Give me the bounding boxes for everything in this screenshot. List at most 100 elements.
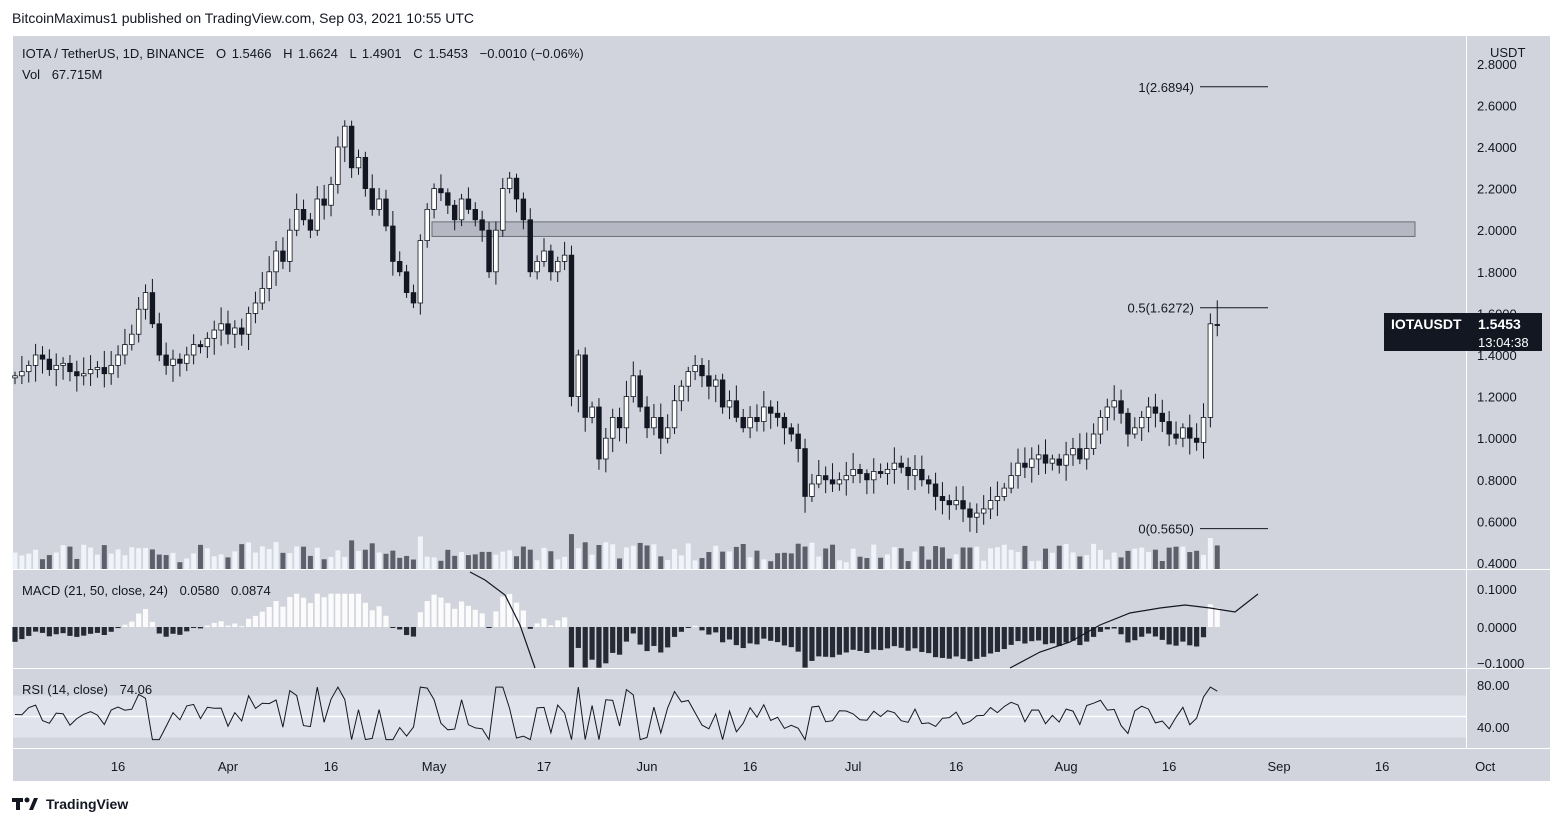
macd-histogram-bar: [410, 627, 417, 637]
macd-histogram-bar: [493, 611, 499, 627]
price-tick-label: 2.4000: [1477, 140, 1517, 155]
candle-body: [761, 406, 767, 422]
volume-bar: [967, 547, 973, 569]
macd-histogram-bar: [369, 610, 375, 627]
time-tick-label: 16: [1375, 759, 1389, 774]
candle-body: [438, 188, 444, 194]
symbol-tag-price: 1.5453: [1478, 316, 1521, 332]
volume-bar: [651, 544, 657, 569]
volume-bar: [404, 555, 410, 569]
symbol-price-tag[interactable]: IOTAUSDT 1.5453 13:04:38: [1384, 313, 1542, 351]
candle-body: [1187, 427, 1193, 439]
volume-bar: [1159, 561, 1165, 569]
volume-bar: [493, 554, 499, 569]
macd-histogram-bar: [349, 593, 355, 627]
candle-body: [960, 500, 966, 510]
macd-histogram-bar: [479, 613, 485, 627]
volume-bar: [459, 552, 465, 569]
macd-histogram-bar: [678, 627, 684, 632]
volume-bar: [1201, 554, 1207, 569]
macd-histogram-bar: [191, 627, 197, 628]
macd-histogram-bar: [74, 627, 80, 637]
candle-body: [795, 433, 801, 450]
volume-bar: [472, 554, 478, 569]
volume-bar: [1097, 549, 1103, 569]
macd-pane: [12, 571, 1259, 669]
candle-body: [445, 192, 451, 206]
macd-histogram-bar: [19, 627, 25, 640]
macd-histogram-bar: [534, 623, 540, 627]
time-tick-label: 16: [111, 759, 125, 774]
macd-label: MACD (21, 50, close, 24): [22, 583, 168, 598]
legend: IOTA / TetherUS, 1D, BINANCE O 1.5466 H …: [22, 46, 584, 82]
rsi-tick-label: 80.00: [1477, 678, 1510, 693]
volume-bar: [294, 546, 300, 569]
macd-histogram-bar: [1187, 627, 1193, 646]
macd-histogram-bar: [953, 627, 959, 657]
price-tick-label: 2.6000: [1477, 98, 1517, 113]
candle-body: [1132, 427, 1138, 435]
candle-body: [884, 468, 891, 474]
price-tick-label: 2.8000: [1477, 57, 1517, 72]
macd-histogram-bar: [26, 627, 32, 636]
macd-histogram-bar: [417, 612, 423, 627]
macd-histogram-bar: [884, 627, 891, 649]
volume-bar: [12, 552, 18, 569]
macd-histogram-bar: [919, 627, 925, 652]
macd-histogram-bar: [177, 627, 183, 635]
candle-body: [87, 369, 94, 375]
candle-body: [1166, 421, 1172, 435]
macd-histogram-bar: [555, 620, 561, 627]
macd-histogram-bar: [1152, 627, 1159, 637]
candle-body: [1173, 433, 1179, 439]
candle-body: [19, 371, 25, 377]
macd-histogram-bar: [424, 601, 430, 627]
volume-bar: [356, 551, 361, 569]
macd-histogram-bar: [562, 617, 568, 627]
volume-bar: [342, 556, 348, 569]
macd-histogram-bar: [1104, 627, 1110, 630]
volume-bar: [1091, 543, 1097, 569]
candle-body: [1042, 454, 1049, 464]
volume-bar: [871, 544, 877, 569]
candle-body: [898, 462, 904, 468]
macd-histogram-bar: [149, 621, 155, 627]
legend-vol-label: Vol: [22, 67, 40, 82]
macd-histogram-bar: [706, 627, 712, 635]
volume-bar: [218, 554, 224, 569]
macd-histogram-bar: [53, 627, 59, 635]
macd-histogram-bar: [816, 627, 822, 657]
volume-bar: [232, 551, 238, 569]
volume-bar: [507, 550, 513, 569]
volume-bar: [335, 550, 341, 569]
volume-bar: [1049, 552, 1055, 569]
volume-bar: [953, 554, 959, 569]
legend-symbol: IOTA / TetherUS, 1D, BINANCE: [22, 46, 205, 61]
published-line: BitcoinMaximus1 published on TradingView…: [12, 10, 475, 26]
macd-line: [1009, 593, 1259, 669]
macd-histogram-bar: [1084, 627, 1090, 642]
candle-body: [376, 198, 382, 210]
macd-histogram-bar: [582, 627, 588, 668]
zone-layer: [431, 221, 1416, 237]
volume-bar: [644, 545, 650, 569]
macd-histogram-bar: [115, 627, 121, 629]
macd-histogram-bar: [163, 627, 169, 637]
volume-bar: [768, 561, 774, 569]
macd-histogram-bar: [781, 627, 788, 646]
macd-histogram-bar: [328, 593, 334, 627]
volume-bar: [726, 551, 732, 569]
candle-body: [266, 271, 272, 289]
candle-body: [67, 362, 73, 373]
volume-bar: [754, 550, 760, 569]
volume-bar: [514, 556, 520, 569]
volume-bar: [1056, 545, 1062, 569]
candle-body: [1022, 462, 1028, 468]
volume-bar: [301, 546, 307, 569]
candle-body: [1084, 448, 1090, 460]
tradingview-brand[interactable]: TradingView: [12, 796, 128, 812]
volume-bar: [424, 556, 430, 569]
volume-bar: [520, 546, 526, 569]
volume-bar: [26, 553, 32, 569]
